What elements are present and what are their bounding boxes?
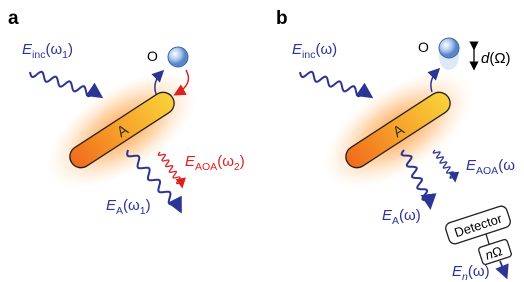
label-part: ) — [240, 153, 245, 170]
wave-arrow — [300, 72, 370, 96]
label-part: (ω — [498, 157, 515, 174]
label-part: (Ω) — [489, 50, 510, 67]
displacement-label: d(Ω) — [481, 50, 511, 67]
figure: aEinc(ω1) A O EAOA(ω2) EA(ω1) bEinc(ω) A Od(Ω) E… — [0, 0, 524, 282]
particle — [439, 38, 459, 58]
label-part: (ω) — [468, 263, 490, 280]
label-part: ) — [68, 41, 73, 58]
incident-field-label: Einc(ω) — [292, 41, 337, 61]
label-part: (ω — [217, 153, 234, 170]
label-part: (ω) — [315, 41, 337, 58]
particle — [168, 47, 188, 67]
scattered-field-label: EA(ω) — [382, 207, 421, 227]
particle-label: O — [418, 39, 429, 55]
label-part: (ω — [45, 41, 62, 58]
aoa-field-label: EAOA(ω — [466, 157, 515, 177]
output-arrow — [500, 261, 506, 276]
label-part: (ω — [123, 197, 140, 214]
label-part: A — [392, 215, 399, 227]
label-part: (ω) — [399, 207, 421, 224]
wave-arrow — [30, 72, 100, 96]
label-part: AOA — [476, 165, 498, 177]
particle-label: O — [147, 48, 158, 64]
label-part: A — [116, 205, 123, 217]
wave-arrow — [433, 150, 455, 180]
label-part: inc — [302, 49, 315, 61]
aoa-field-label: EAOA(ω2) — [185, 153, 245, 173]
panel-label: b — [276, 8, 288, 29]
output-field-label: En(ω) — [452, 263, 490, 282]
connector — [486, 234, 489, 244]
label-part: inc — [32, 49, 45, 61]
panel-label: a — [8, 8, 19, 29]
incident-field-label: Einc(ω1) — [22, 41, 73, 61]
label-part: ) — [146, 197, 151, 214]
scattered-field-label: EA(ω1) — [106, 197, 151, 217]
label-part: AOA — [195, 161, 217, 173]
wave-arrow — [158, 152, 182, 186]
